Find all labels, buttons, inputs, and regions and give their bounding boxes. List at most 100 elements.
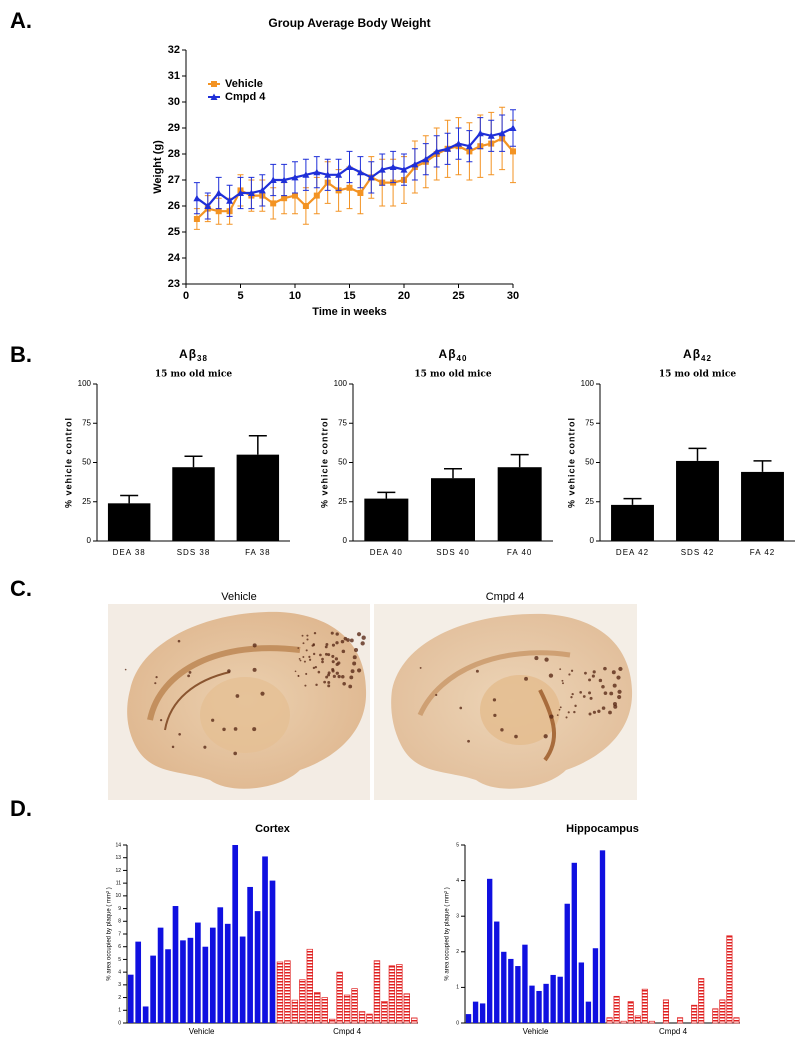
marker xyxy=(237,189,244,196)
marker xyxy=(302,203,309,209)
bar xyxy=(358,1011,366,1024)
plaque-dot xyxy=(548,673,554,678)
chart-subtitle: 15 mo old mice xyxy=(659,370,737,380)
y-tick-label: 9 xyxy=(118,906,121,912)
bar xyxy=(564,903,570,1023)
plaque-dot xyxy=(177,639,181,643)
bar xyxy=(321,997,328,1024)
bar xyxy=(677,1017,684,1024)
bar xyxy=(373,960,381,1024)
plaque-dot xyxy=(613,704,618,709)
bar xyxy=(217,907,224,1023)
plaque-dot xyxy=(562,682,564,685)
plaque-dot xyxy=(299,659,302,662)
y-tick-label: 4 xyxy=(456,878,459,884)
bar xyxy=(515,966,521,1023)
plaque-dot xyxy=(353,648,359,653)
y-tick-label: 1 xyxy=(118,1008,121,1014)
bar xyxy=(606,1017,613,1024)
panel-label: B. xyxy=(10,342,32,367)
plaque-dot xyxy=(314,665,318,669)
plaque-dot xyxy=(543,734,548,739)
y-tick-label: 25 xyxy=(585,497,594,506)
bar xyxy=(571,862,577,1023)
bar xyxy=(314,992,321,1024)
bar xyxy=(578,962,585,1023)
bar xyxy=(351,988,358,1024)
bar xyxy=(741,471,784,541)
plaque-dot xyxy=(235,694,240,698)
plaque-dot xyxy=(352,661,357,666)
y-axis-label: % area occupied by plaque ( mm² ) xyxy=(107,887,113,980)
bar xyxy=(676,460,719,541)
x-tick-label: 5 xyxy=(237,290,243,302)
plaque-dot xyxy=(612,683,617,688)
marker xyxy=(193,216,200,222)
plaque-dot xyxy=(617,689,622,694)
plaque-dot xyxy=(335,641,339,645)
marker xyxy=(389,163,397,170)
chart-subtitle: 15 mo old mice xyxy=(155,370,233,380)
plaque-dot xyxy=(565,716,568,719)
plaque-dot xyxy=(312,652,316,656)
marker xyxy=(487,132,495,139)
marker xyxy=(346,184,353,191)
plaque-dot xyxy=(309,658,312,661)
y-tick-label: 7 xyxy=(118,931,121,937)
brain-section xyxy=(127,611,367,789)
plaque-dot xyxy=(361,635,366,640)
plaque-dot xyxy=(549,714,554,719)
y-tick-label: 27 xyxy=(168,174,180,186)
bar xyxy=(187,937,194,1023)
bar xyxy=(599,850,606,1023)
y-tick-label: 31 xyxy=(168,70,180,82)
y-tick-label: 25 xyxy=(82,497,91,506)
bar xyxy=(381,1001,388,1024)
title-text: Aβ xyxy=(179,347,197,361)
bar xyxy=(543,983,549,1023)
bar xyxy=(239,936,246,1023)
bar xyxy=(388,965,396,1024)
bar xyxy=(403,993,410,1024)
marker xyxy=(247,189,255,196)
group-label: Cmpd 4 xyxy=(659,1027,688,1036)
x-tick-label: DEA 40 xyxy=(370,548,403,557)
plaque-dot xyxy=(203,745,207,749)
y-axis-label: Weight (g) xyxy=(152,140,164,194)
title-subscript: 38 xyxy=(197,354,208,363)
plaque-dot xyxy=(227,669,231,673)
tissue-edge xyxy=(538,689,557,762)
bar xyxy=(306,948,313,1024)
plaque-dot xyxy=(570,669,574,672)
x-tick-label: 15 xyxy=(343,290,355,302)
marker xyxy=(258,186,266,194)
chart-title: Group Average Body Weight xyxy=(268,16,430,30)
y-tick-label: 100 xyxy=(334,379,348,388)
bar xyxy=(411,1017,418,1024)
bar xyxy=(497,467,542,541)
plaque-dot xyxy=(544,657,549,662)
marker xyxy=(313,168,321,176)
marker xyxy=(509,124,517,131)
marker xyxy=(313,192,320,199)
y-tick-label: 25 xyxy=(338,497,347,506)
plaque-dot xyxy=(331,654,335,658)
marker xyxy=(455,140,462,147)
error-bar xyxy=(444,468,462,479)
y-tick-label: 2 xyxy=(118,995,121,1001)
plaque-dot xyxy=(467,739,470,743)
plaque-dot xyxy=(331,669,335,673)
plaque-dot xyxy=(558,708,561,711)
plaque-dot xyxy=(155,676,158,679)
bar xyxy=(557,976,563,1023)
error-bar xyxy=(184,455,203,468)
series-line xyxy=(196,137,514,220)
y-tick-label: 75 xyxy=(585,418,594,427)
bar xyxy=(585,1001,592,1023)
error-bar xyxy=(248,435,267,455)
marker xyxy=(422,155,430,163)
plaque-dot xyxy=(559,706,562,709)
tissue-band xyxy=(147,645,301,721)
marker xyxy=(269,176,277,183)
